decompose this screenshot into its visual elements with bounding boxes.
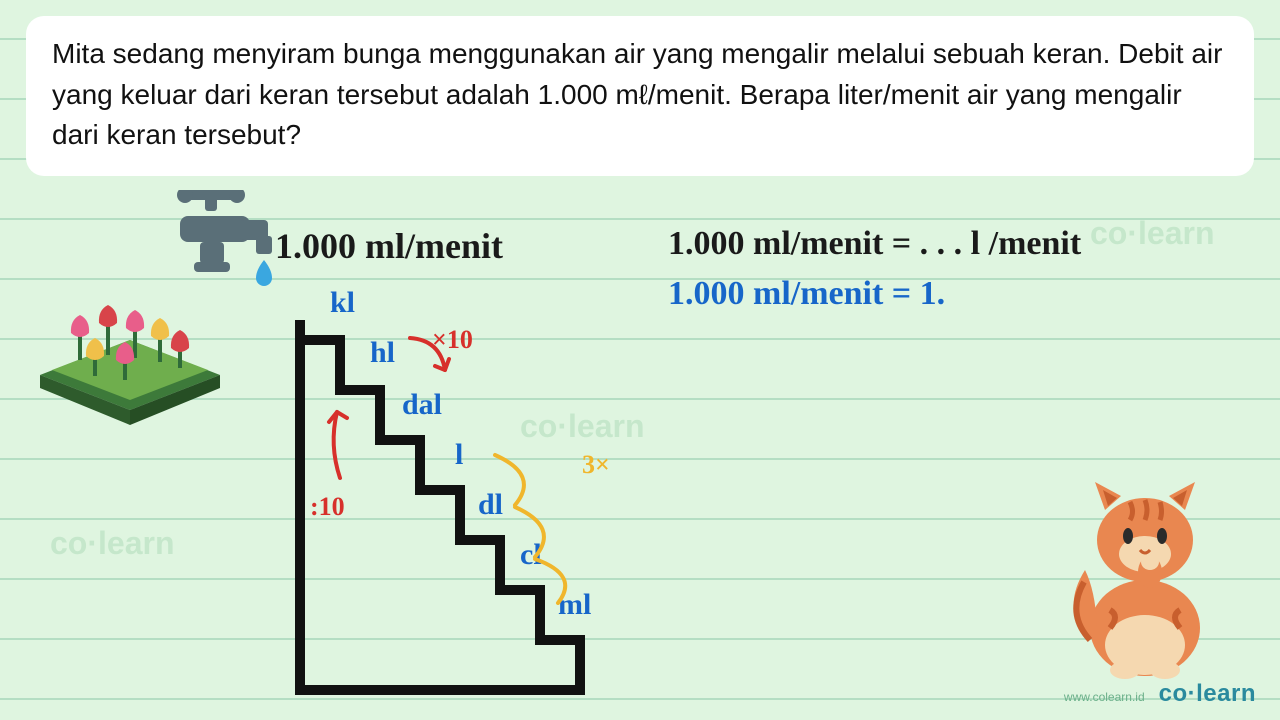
unit-dal: dal — [402, 388, 442, 422]
rate-label: 1.000 ml/menit — [275, 225, 503, 267]
unit-l: l — [455, 438, 463, 472]
footer: www.colearn.id co·learn — [1064, 680, 1256, 708]
bracket-label: 3× — [582, 450, 610, 480]
watermark-3: co·learn — [1090, 215, 1214, 252]
conversion-line-1: 1.000 ml/menit = . . . l /menit — [668, 225, 1081, 263]
question-text-box: Mita sedang menyiram bunga menggunakan a… — [26, 16, 1254, 176]
flower-bed-icon — [30, 260, 230, 430]
conversion-line-2: 1.000 ml/menit = 1. — [668, 275, 945, 313]
down-label: ×10 — [432, 325, 473, 355]
up-arrow — [315, 400, 365, 490]
watermark-2: co·learn — [50, 525, 174, 562]
up-label: :10 — [310, 492, 345, 522]
unit-hl: hl — [370, 336, 395, 370]
cat-icon — [1050, 470, 1230, 680]
unit-kl: kl — [330, 286, 355, 320]
footer-url: www.colearn.id — [1064, 690, 1145, 704]
footer-logo: co·learn — [1159, 680, 1256, 708]
question-text: Mita sedang menyiram bunga menggunakan a… — [52, 38, 1222, 150]
